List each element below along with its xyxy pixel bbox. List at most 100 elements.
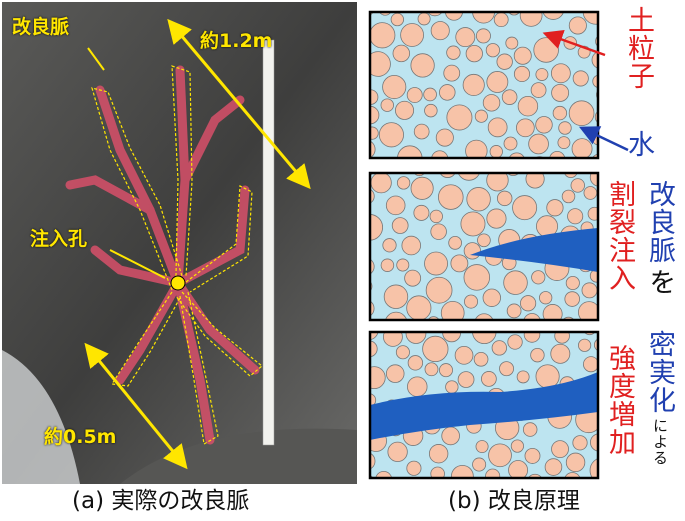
label: 水 bbox=[623, 130, 654, 158]
particle bbox=[499, 361, 515, 377]
photo bbox=[2, 2, 357, 484]
particle bbox=[482, 94, 501, 112]
particle bbox=[444, 12, 463, 21]
particle bbox=[435, 128, 454, 147]
particle bbox=[510, 439, 524, 453]
particle bbox=[542, 304, 563, 320]
particle bbox=[535, 364, 560, 389]
particle bbox=[481, 371, 497, 387]
particle bbox=[407, 355, 424, 371]
box-border bbox=[368, 10, 600, 160]
particle bbox=[506, 303, 522, 319]
particle bbox=[530, 347, 545, 363]
particle bbox=[370, 51, 391, 77]
particle bbox=[448, 236, 462, 250]
particle bbox=[572, 70, 589, 87]
particle bbox=[557, 136, 571, 150]
particle bbox=[486, 71, 509, 93]
particle bbox=[558, 121, 572, 135]
particle bbox=[380, 98, 394, 112]
particle bbox=[572, 435, 588, 451]
particle bbox=[517, 96, 539, 117]
particle bbox=[430, 466, 445, 478]
particle bbox=[474, 109, 488, 123]
particle bbox=[439, 84, 456, 101]
particle bbox=[512, 195, 538, 221]
particle bbox=[568, 16, 587, 35]
particle bbox=[370, 214, 384, 241]
particle bbox=[383, 284, 409, 309]
particle bbox=[425, 276, 453, 304]
particle bbox=[401, 235, 421, 256]
particle bbox=[454, 346, 474, 365]
particle bbox=[589, 433, 598, 452]
particle bbox=[424, 362, 439, 377]
particle bbox=[382, 238, 397, 253]
particle bbox=[535, 68, 549, 81]
particle bbox=[463, 264, 491, 291]
particle bbox=[457, 371, 475, 388]
soil-box bbox=[370, 12, 598, 158]
particle bbox=[391, 217, 409, 234]
particle bbox=[501, 89, 518, 105]
particle bbox=[430, 21, 450, 41]
particle bbox=[464, 294, 479, 309]
particle bbox=[465, 44, 483, 63]
particle bbox=[546, 199, 564, 217]
particle bbox=[396, 258, 410, 272]
particle bbox=[592, 74, 598, 88]
particle bbox=[496, 53, 513, 70]
particle bbox=[370, 258, 375, 275]
particle bbox=[475, 440, 489, 454]
particle bbox=[474, 313, 494, 320]
particle bbox=[589, 173, 598, 187]
soil-box bbox=[370, 173, 598, 320]
particle bbox=[564, 173, 578, 179]
particle bbox=[378, 122, 404, 148]
particle bbox=[513, 46, 532, 65]
particle bbox=[462, 73, 485, 97]
label: 強度増加 bbox=[604, 344, 635, 456]
particle bbox=[406, 460, 422, 476]
particle bbox=[390, 12, 405, 27]
particle bbox=[380, 258, 395, 272]
particle bbox=[570, 178, 585, 193]
particle bbox=[443, 64, 461, 82]
particle bbox=[486, 208, 507, 229]
particle bbox=[486, 173, 509, 192]
particle bbox=[387, 441, 408, 462]
label: 改良脈 bbox=[12, 16, 70, 38]
particle bbox=[583, 356, 598, 373]
label: 割裂注入 bbox=[604, 180, 635, 292]
particle bbox=[431, 150, 449, 158]
particle bbox=[539, 291, 553, 305]
particle bbox=[542, 12, 564, 20]
particle bbox=[581, 282, 598, 299]
particle bbox=[583, 186, 598, 200]
particle bbox=[397, 145, 423, 158]
vein bbox=[470, 228, 598, 272]
particle bbox=[533, 37, 559, 63]
vein bbox=[370, 372, 598, 440]
particle bbox=[591, 51, 598, 69]
particle bbox=[552, 105, 568, 121]
particle bbox=[489, 145, 503, 158]
particle bbox=[410, 53, 435, 78]
particle bbox=[472, 457, 487, 472]
particle bbox=[578, 301, 598, 320]
soil-box bbox=[370, 332, 598, 478]
particle bbox=[587, 206, 598, 221]
particle bbox=[396, 176, 411, 190]
particle bbox=[370, 340, 378, 358]
particle bbox=[370, 22, 396, 49]
particle bbox=[427, 12, 443, 17]
particle bbox=[508, 460, 529, 478]
particle bbox=[564, 291, 580, 307]
particle bbox=[503, 136, 518, 151]
particle bbox=[523, 332, 541, 343]
particle bbox=[385, 364, 405, 383]
particle bbox=[428, 444, 449, 464]
particle bbox=[551, 440, 569, 459]
particle bbox=[417, 12, 431, 26]
